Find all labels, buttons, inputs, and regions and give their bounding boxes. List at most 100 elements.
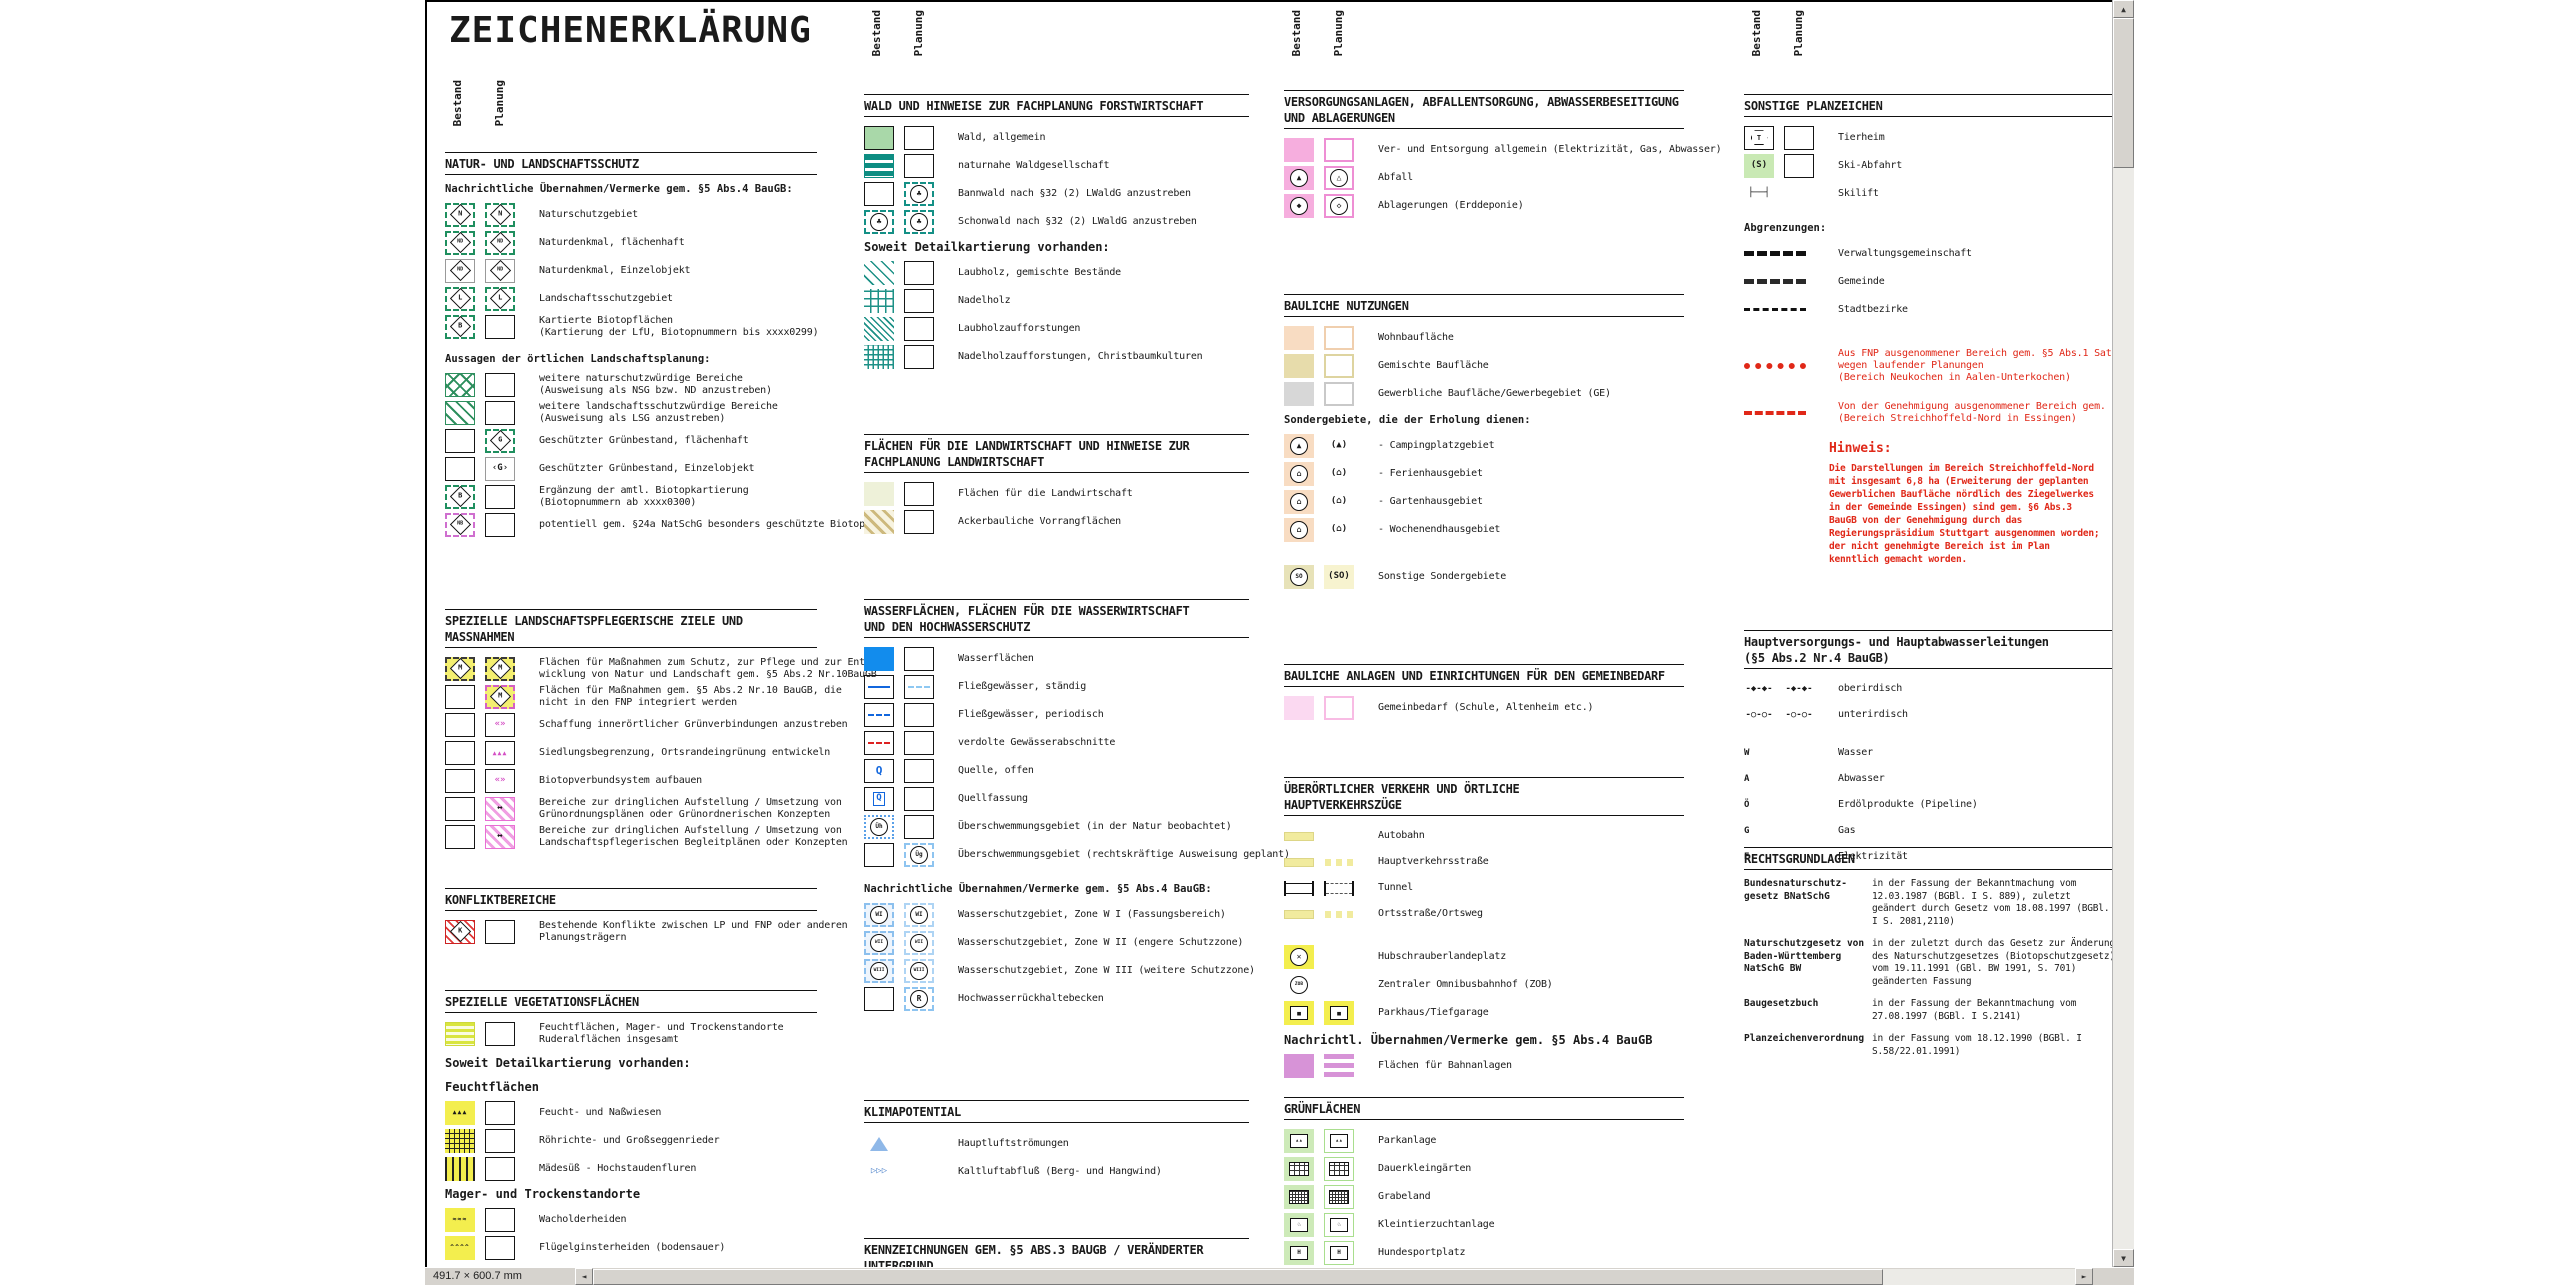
swatch-planung: «» [485, 712, 515, 737]
status-bar: 491.7 × 600.7 mm ◄ ► [425, 1267, 2134, 1285]
section-title: WALD UND HINWEISE ZUR FACHPLANUNG FORSTW… [864, 94, 1249, 118]
legend-label: Tierheim [1838, 131, 1885, 143]
legend-section: WALD UND HINWEISE ZUR FACHPLANUNG FORSTW… [864, 94, 1249, 372]
legend-row: ♣ ♣ Schonwald nach §32 (2) LWaldG anzustre… [864, 209, 1249, 234]
swatch-planung: G [485, 428, 515, 453]
swatch-bestand: ⌂ [1284, 461, 1314, 486]
horizontal-scrollbar[interactable] [593, 1269, 2075, 1285]
swatch-planung: (⌂) [1330, 468, 1348, 479]
legend-section: SPEZIELLE VEGETATIONSFLÄCHEN Feuchtfläche… [445, 990, 817, 1263]
legend-label: Fließgewässer, ständig [958, 680, 1087, 692]
swatch-bestand [445, 428, 475, 453]
swatch-planung: (SO) [1324, 564, 1354, 589]
swatch-bestand: WIII [864, 958, 894, 983]
section-subtitle: Abgrenzungen: [1744, 222, 1827, 235]
legend-label: - Wochenendhausgebiet [1378, 523, 1501, 535]
legend-row: weitere naturschutzwürdige Bereiche (Ausw… [445, 372, 817, 397]
legend-row: R Hochwasserrückhaltebecken [864, 986, 1249, 1011]
legend-label: Nadelholzaufforstungen, Christbaumkultur… [958, 350, 1203, 362]
legend-label: Ortsstraße/Ortsweg [1378, 908, 1483, 920]
swatch-bestand [445, 400, 475, 425]
column-header-planung: Planung [1792, 10, 1805, 57]
legend-label: Fließgewässer, periodisch [958, 708, 1104, 720]
scroll-left-button[interactable]: ◄ [575, 1268, 593, 1285]
legend-label: oberirdisch [1838, 683, 1903, 695]
legend-label: Aus FNP ausgenommener Bereich gem. §5 Ab… [1838, 348, 2114, 384]
scroll-up-button[interactable]: ▲ [2113, 0, 2134, 18]
legend-row: ▷▷▷ Kaltluftabfluß (Berg- und Hangwind) [864, 1159, 1249, 1184]
swatch-bestand [864, 153, 894, 178]
swatch-planung [904, 730, 934, 755]
swatch-planung [1324, 850, 1354, 874]
swatch-planung: WI [904, 902, 934, 927]
swatch-planung: ♣ [904, 181, 934, 206]
legend-section: GRÜNFLÄCHEN ▴▴ ▴▴ Parkanlage Dauerkleingärte… [1284, 1097, 1684, 1268]
legend-label: Schaffung innerörtlicher Grünverbindunge… [539, 718, 848, 730]
legend-row: Hauptluftströmungen [864, 1131, 1249, 1156]
swatch-planung: -○-○- [1785, 709, 1813, 720]
swatch-bestand: ^^^^ [445, 1235, 475, 1260]
legend-column-2: Bestand Planung WALD UND HINWEISE ZUR FACH… [864, 2, 1290, 1269]
legend-row: E Elektrizität [1744, 845, 2114, 869]
legend-label: Stadtbezirke [1838, 303, 1908, 315]
section-subheading: Soweit Detailkartierung vorhanden: [445, 1056, 691, 1071]
legend-section: WASSERFLÄCHEN, FLÄCHEN FÜR DIE WASSERWIR… [864, 599, 1290, 1014]
scroll-down-button[interactable]: ▼ [2113, 1249, 2134, 1267]
section-title: WASSERFLÄCHEN, FLÄCHEN FÜR DIE WASSERWIR… [864, 599, 1249, 639]
column-header-bestand: Bestand [451, 80, 464, 127]
column-header-planung: Planung [1332, 10, 1345, 57]
legend-row: ⌂ (⌂) - Wochenendhausgebiet [1284, 517, 1684, 542]
section-title: BAULICHE ANLAGEN UND EINRICHTUNGEN FÜR D… [1284, 664, 1684, 688]
swatch-bestand: ≈≈≈ [445, 1207, 475, 1232]
swatch-planung [485, 400, 515, 425]
swatch-bestand: -◆-◆- [1745, 683, 1773, 694]
swatch-bestand [445, 712, 475, 737]
vertical-scrollbar[interactable]: ▲ ▼ [2112, 0, 2134, 1267]
legend-row: Aus FNP ausgenommener Bereich gem. §5 Ab… [1744, 348, 2114, 384]
legend-label: weitere landschaftsschutzwürdige Bereich… [539, 400, 778, 424]
legend-row: ZOB Zentraler Omnibusbahnhof (ZOB) [1284, 972, 1684, 997]
legend-label: Verwaltungsgemeinschaft [1838, 247, 1972, 259]
swatch-bestand [864, 288, 894, 313]
legend-label: Flächen für Bahnanlagen [1378, 1059, 1512, 1071]
legend-row: ↔ Bereiche zur dringlichen Aufstellung / … [445, 824, 848, 849]
horizontal-scroll-thumb[interactable] [593, 1269, 1883, 1285]
legend-row: ▲▲▲ Feucht- und Naßwiesen [445, 1100, 817, 1125]
swatch-bestand [864, 181, 894, 206]
legend-row: Nadelholzaufforstungen, Christbaumkultur… [864, 344, 1249, 369]
swatch-bestand [1284, 1053, 1314, 1078]
legal-basis-entry: Baugesetzbuch in der Fassung der Bekanntm… [1744, 998, 2077, 1022]
section-title: RECHTSGRUNDLAGEN [1744, 847, 2114, 871]
legend-row: Gewerbliche Baufläche/Gewerbegebiet (GE) [1284, 381, 1684, 406]
swatch-planung [1784, 125, 1814, 150]
legend-label: naturnahe Waldgesellschaft [958, 159, 1110, 171]
scroll-right-button[interactable]: ► [2075, 1268, 2093, 1285]
section-subtitle: Nachrichtliche Übernahmen/Vermerke gem. … [445, 183, 793, 196]
column-header-bestand: Bestand [1290, 10, 1303, 57]
section-title: KENNZEICHNUNGEN GEM. §5 ABS.3 BAUGB / VE… [864, 1238, 1249, 1269]
swatch-bestand: B [445, 484, 475, 509]
swatch-bestand [445, 1156, 475, 1181]
swatch-bestand [445, 768, 475, 793]
section-title: SPEZIELLE VEGETATIONSFLÄCHEN [445, 990, 817, 1014]
swatch-planung [904, 702, 934, 727]
swatch-bestand [1744, 242, 1814, 266]
swatch-planung [485, 919, 515, 944]
page-title: ZEICHENERKLÄRUNG [449, 10, 812, 51]
swatch-planung: WIII [904, 958, 934, 983]
swatch-bestand [864, 481, 894, 506]
swatch-planung: R [904, 986, 934, 1011]
vertical-scroll-thumb[interactable] [2113, 18, 2134, 168]
legal-basis-entry: Bundesnaturschutz- gesetz BNatSchG in der… [1744, 878, 2110, 927]
legend-row: ▴▴ ▴▴ Parkanlage [1284, 1128, 1684, 1153]
legend-row: Üg Überschwemmungsgebiet (rechtskräftige … [864, 842, 1290, 867]
legend-row: ▲ (▲) - Campingplatzgebiet [1284, 433, 1684, 458]
legend-label: Gas [1838, 825, 1856, 837]
swatch-planung [904, 316, 934, 341]
legend-label: Quelle, offen [958, 764, 1034, 776]
swatch-bestand: G [1744, 825, 1750, 836]
swatch-planung [1324, 876, 1354, 900]
swatch-planung: ↔ [485, 796, 515, 821]
legend-row: (S) Ski-Abfahrt [1744, 153, 2114, 178]
swatch-bestand: B [445, 314, 475, 339]
